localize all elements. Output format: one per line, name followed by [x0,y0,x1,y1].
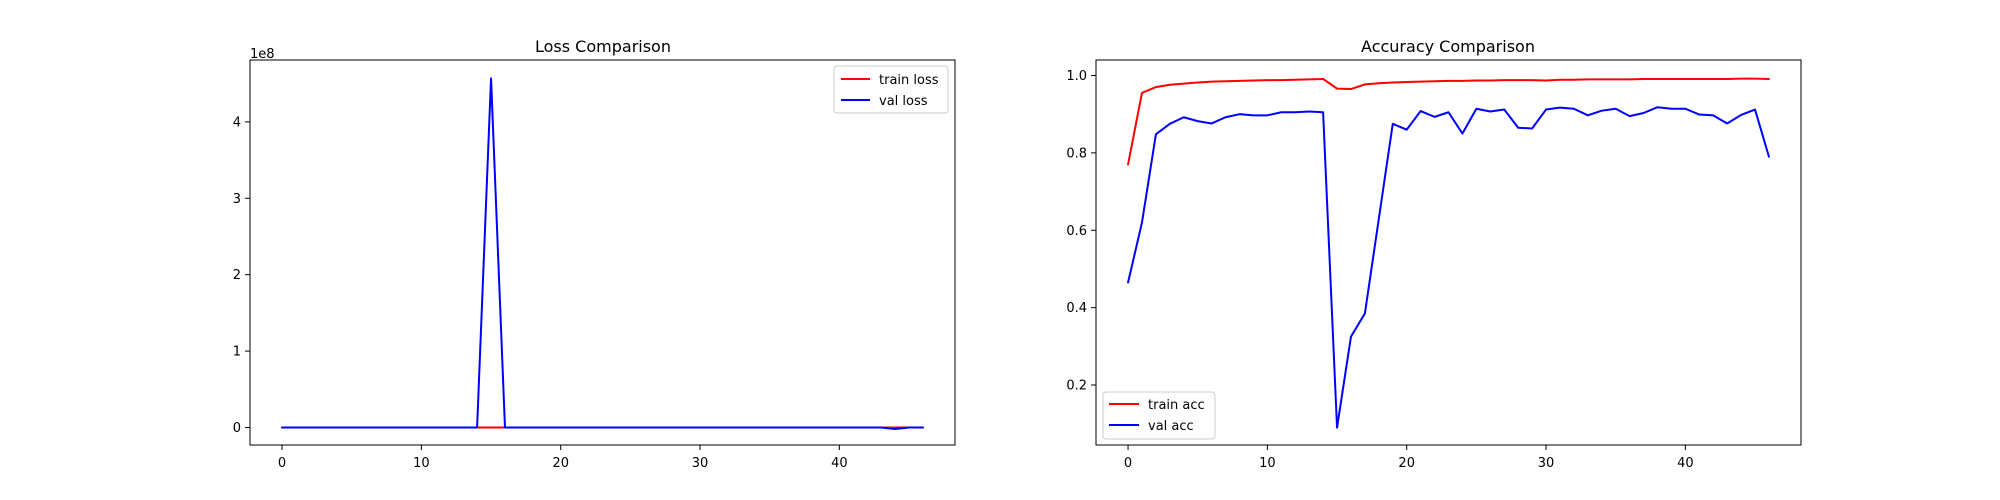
loss-x-tick-label: 30 [692,456,709,471]
loss-y-tick-label: 4 [233,115,241,130]
loss-y-offset-label: 1e8 [250,47,275,62]
loss-comparison-panel: Loss Comparison 1e8 0 10 20 30 40 0 1 2 3 4 train… [233,37,956,471]
loss-y-tick-label: 3 [233,192,241,207]
loss-x-tick-label: 20 [552,456,569,471]
loss-series-val-loss-line [281,77,924,431]
accuracy-legend-train-label: train acc [1148,398,1205,413]
accuracy-x-tick-label: 10 [1259,456,1276,471]
accuracy-series-val-acc-line [1127,106,1770,429]
loss-legend-train-label: train loss [879,73,939,88]
accuracy-chart-title: Accuracy Comparison [1361,37,1535,56]
loss-axes-frame [249,59,956,446]
accuracy-x-tick-label: 30 [1538,456,1555,471]
accuracy-legend: train acc val acc [1102,391,1216,440]
loss-legend: train loss val loss [833,65,949,114]
accuracy-plot-layer: 0 10 20 30 40 0.2 0.4 0.6 0.8 1.0 [1066,69,1770,471]
loss-x-tick-label: 0 [278,456,286,471]
loss-legend-val-label: val loss [879,94,928,109]
accuracy-series-train-acc-line [1127,77,1770,166]
accuracy-x-tick-label: 20 [1398,456,1415,471]
accuracy-comparison-panel: Accuracy Comparison 0 10 20 30 40 0.2 0.4 0.6 0.… [1066,37,1802,471]
loss-y-tick-label: 2 [233,268,241,283]
accuracy-y-tick-label: 0.4 [1066,301,1087,316]
loss-plot-layer: 0 10 20 30 40 0 1 2 3 4 [233,77,924,471]
loss-legend-box [833,65,949,114]
accuracy-y-tick-label: 0.2 [1066,379,1087,394]
loss-chart-title: Loss Comparison [535,37,671,56]
loss-y-tick-label: 1 [233,345,241,360]
accuracy-y-tick-label: 0.6 [1066,224,1087,239]
accuracy-x-tick-label: 40 [1677,456,1694,471]
accuracy-axes-frame [1095,59,1802,446]
loss-x-tick-label: 10 [413,456,430,471]
loss-y-tick-label: 0 [233,421,241,436]
loss-x-tick-label: 40 [831,456,848,471]
accuracy-x-tick-label: 0 [1124,456,1132,471]
accuracy-legend-val-label: val acc [1148,419,1194,434]
accuracy-y-tick-label: 0.8 [1066,146,1087,161]
accuracy-y-tick-label: 1.0 [1066,69,1087,84]
